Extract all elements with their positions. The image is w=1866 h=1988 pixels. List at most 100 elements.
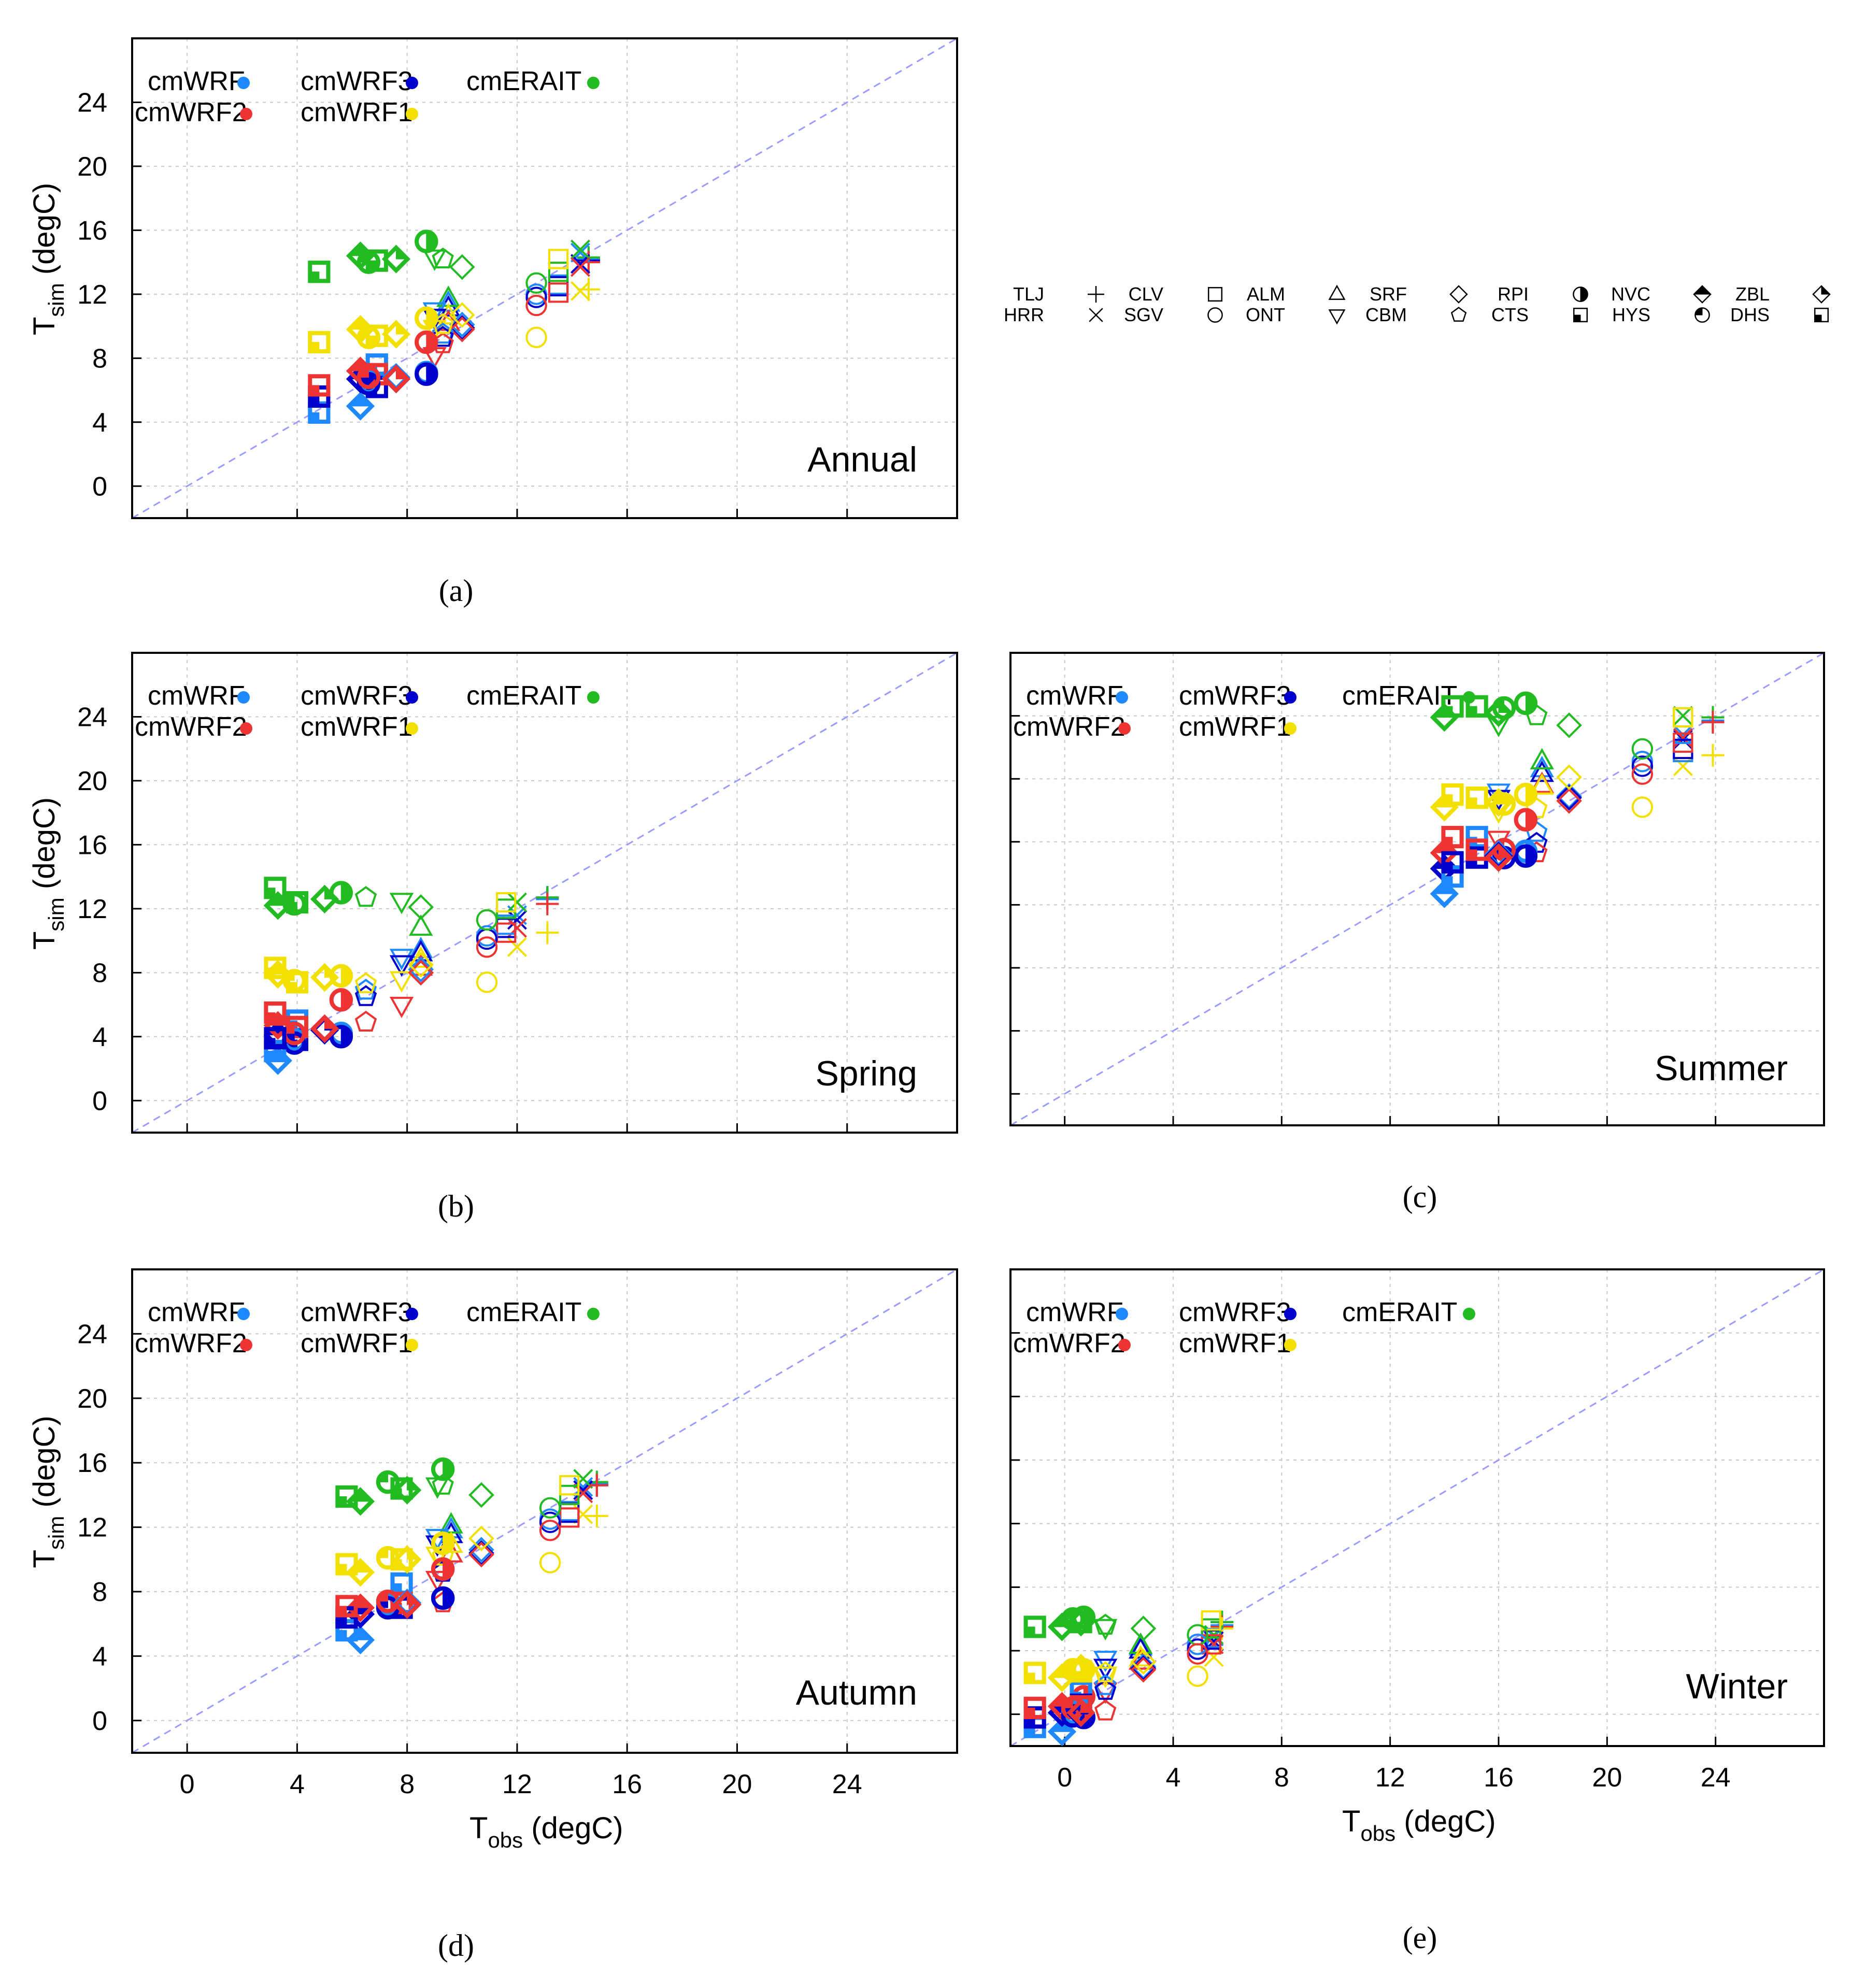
legend-dot-cmWRF2 [1118, 722, 1131, 735]
y-axis-label-main: T [27, 1550, 61, 1568]
y-tick-label: 8 [92, 958, 107, 988]
y-axis-label: Tsim (degC) [27, 1415, 68, 1568]
y-tick-label: 4 [92, 1641, 107, 1671]
x-tick-label: 4 [290, 1769, 305, 1799]
point-ONT-cmWRF2 [1093, 1682, 1118, 1704]
x-tick-label: 20 [722, 1769, 752, 1799]
station-key-symbol-CBM [1450, 307, 1467, 322]
model-legend: cmWRF cmWRF3 cmERAIT cmWRF2 cmWRF1 [1013, 1297, 1475, 1358]
legend-label-cmWRF3: cmWRF3 [301, 681, 413, 711]
point-CLV-cmWRF1 [559, 1475, 580, 1496]
legend-label-cmWRF2: cmWRF2 [1013, 712, 1126, 742]
y-axis-label-main: T [27, 932, 61, 950]
point-CBM-cmERAIT [354, 886, 377, 907]
legend-label-cmWRF: cmWRF [1026, 1297, 1123, 1327]
point-ONT-cmERAIT [422, 249, 447, 271]
point-CTS-cmWRF1 [1465, 786, 1488, 809]
x-axis-label-unit: (degC) [1395, 1805, 1495, 1838]
point-ZBL-cmWRF1 [393, 1545, 422, 1574]
panel-caption: (c) [1403, 1180, 1437, 1214]
point-ONT-cmWRF1 [1093, 1666, 1118, 1689]
y-tick-label: 12 [77, 894, 107, 924]
station-key-symbol-ONT [1328, 309, 1346, 325]
point-HRR-cmWRF1 [507, 937, 527, 957]
point-ONT-cmERAIT [389, 893, 414, 914]
point-SRF-cmWRF [449, 311, 475, 338]
point-CLV-cmWRF [548, 274, 569, 295]
legend-label-cmWRF1: cmWRF1 [1179, 1328, 1291, 1358]
station-key-label-HRR: HRR [1004, 304, 1044, 325]
point-SRF-cmERAIT [408, 894, 434, 920]
point-SRF-cmWRF2 [1556, 788, 1582, 814]
y-axis-label-main: T [27, 317, 61, 335]
point-DHS-cmWRF1 [308, 331, 331, 354]
point-RPI-cmERAIT [415, 230, 438, 253]
station-key-symbol-ZBL [1812, 285, 1831, 304]
point-SGV-cmWRF1 [1187, 1665, 1208, 1687]
point-SRF-cmERAIT [468, 1482, 494, 1508]
season-title: Winter [1686, 1667, 1788, 1706]
point-CLV-cmWRF1 [1201, 1610, 1221, 1631]
legend-label-cmWRF3: cmWRF3 [1179, 1297, 1291, 1327]
y-tick-label: 24 [77, 88, 107, 118]
point-HRR-cmWRF3 [573, 1480, 593, 1500]
legend-dot-cmWRF2 [240, 108, 252, 120]
x-tick-label: 8 [1274, 1763, 1289, 1793]
point-DHS-cmERAIT [335, 1485, 358, 1508]
point-HRR-cmWRF2 [1673, 728, 1693, 748]
point-ONT-cmWRF [389, 949, 414, 970]
point-SGV-cmWRF3 [1187, 1638, 1208, 1660]
point-DHS-cmWRF2 [308, 374, 331, 397]
point-SRF-cmWRF [1556, 783, 1582, 809]
model-legend: cmWRF cmWRF3 cmERAIT cmWRF2 cmWRF1 [135, 681, 600, 742]
point-DHS-cmERAIT [1023, 1615, 1046, 1638]
point-TLJ-cmWRF2 [1701, 710, 1725, 734]
y-tick-label: 4 [92, 408, 107, 438]
point-CLV-cmWRF2 [548, 282, 569, 303]
point-ZBL-cmERAIT [310, 884, 339, 914]
data-points [1023, 1605, 1234, 1747]
point-DHS-cmERAIT [264, 877, 287, 899]
legend-dot-cmWRF2 [240, 722, 252, 735]
legend-dot-cmWRF [1116, 1308, 1128, 1320]
point-HYS-cmWRF1 [282, 969, 306, 993]
x-axis-label-unit: (degC) [523, 1811, 623, 1845]
point-HRR-cmWRF1 [570, 281, 591, 301]
point-ZBL-cmERAIT [381, 245, 411, 274]
y-tick-label: 0 [92, 1706, 107, 1736]
legend-label-cmERAIT: cmERAIT [466, 681, 581, 711]
point-ONT-cmWRF [1093, 1651, 1118, 1672]
legend-label-cmWRF1: cmWRF1 [301, 97, 413, 127]
point-CBM-cmERAIT [432, 1474, 454, 1495]
point-ALM-cmERAIT [1530, 748, 1554, 769]
point-SGV-cmERAIT [476, 909, 498, 931]
x-tick-label: 8 [400, 1769, 415, 1799]
point-SGV-cmWRF3 [539, 1511, 561, 1533]
x-tick-label: 24 [1701, 1763, 1731, 1793]
point-SGV-cmWRF2 [539, 1520, 561, 1541]
point-DHS-cmWRF3 [1441, 851, 1464, 874]
data-points [1430, 691, 1725, 908]
point-HRR-cmWRF2 [573, 1483, 593, 1504]
point-DHS-cmWRF [1441, 865, 1464, 888]
point-HRR-cmERAIT [1673, 706, 1693, 726]
point-RPI-cmWRF3 [1514, 844, 1538, 868]
legend-label-cmWRF: cmWRF [148, 66, 245, 96]
point-HYS-cmERAIT [376, 1470, 400, 1494]
point-SRF-cmWRF3 [468, 1540, 494, 1566]
grid [132, 38, 957, 518]
point-SRF-cmERAIT [449, 254, 475, 280]
y-tick-label: 12 [77, 280, 107, 310]
point-DHS-cmERAIT [1441, 695, 1464, 718]
legend-label-cmERAIT: cmERAIT [1342, 1297, 1457, 1327]
legend-label-cmWRF2: cmWRF2 [135, 1328, 247, 1358]
y-tick-label: 16 [77, 830, 107, 860]
station-key-label-ZBL: ZBL [1735, 283, 1770, 305]
plot-frame [1009, 1268, 1825, 1747]
point-ZBL-cmWRF2 [381, 364, 411, 394]
point-SRF-cmWRF1 [468, 1525, 494, 1552]
station-key-label-ONT: ONT [1246, 304, 1285, 325]
x-axis-label: Tobs (degC) [469, 1811, 623, 1852]
